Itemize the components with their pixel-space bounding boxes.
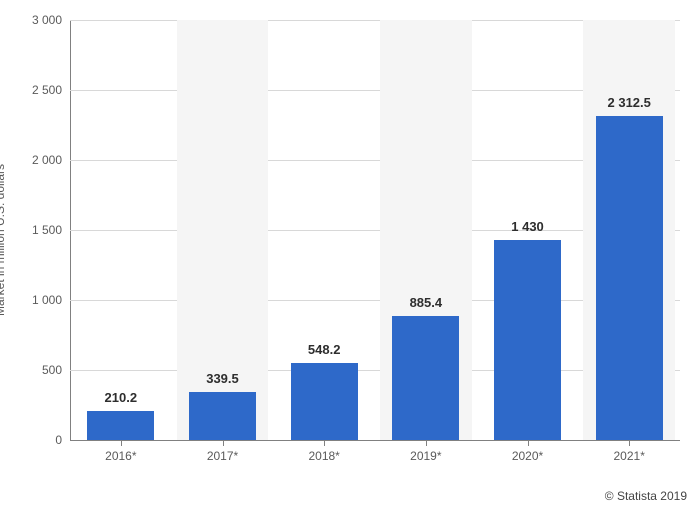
x-tick-label: 2020* xyxy=(477,441,579,470)
bar-slot: 2 312.5 xyxy=(578,20,680,440)
bar-value-label: 339.5 xyxy=(206,371,239,386)
bar-slot: 210.2 xyxy=(70,20,172,440)
x-axis: 2016*2017*2018*2019*2020*2021* xyxy=(70,440,680,470)
plot-area: 05001 0001 5002 0002 5003 000 210.2339.5… xyxy=(70,20,680,440)
y-tick-label: 500 xyxy=(42,363,62,377)
x-tick-label: 2016* xyxy=(70,441,172,470)
bar-slot: 339.5 xyxy=(172,20,274,440)
y-tick-label: 2 000 xyxy=(32,153,62,167)
y-tick-label: 2 500 xyxy=(32,83,62,97)
bar: 885.4 xyxy=(392,316,459,440)
bar: 210.2 xyxy=(87,411,154,440)
bar-slot: 885.4 xyxy=(375,20,477,440)
attribution: © Statista 2019 xyxy=(605,489,687,503)
bar-value-label: 548.2 xyxy=(308,342,341,357)
bar-slot: 1 430 xyxy=(477,20,579,440)
x-tick-label: 2019* xyxy=(375,441,477,470)
x-tick-label: 2018* xyxy=(273,441,375,470)
bars-container: 210.2 339.5 548.2 885.4 1 430 2 312.5 xyxy=(70,20,680,440)
bar-chart: Market in million U.S. dollars 05001 000… xyxy=(10,10,689,470)
y-axis-label: Market in million U.S. dollars xyxy=(0,164,7,316)
y-tick-label: 1 500 xyxy=(32,223,62,237)
y-tick-label: 1 000 xyxy=(32,293,62,307)
bar: 1 430 xyxy=(494,240,561,440)
bar: 2 312.5 xyxy=(596,116,663,440)
bar-value-label: 2 312.5 xyxy=(608,95,651,110)
y-tick-label: 0 xyxy=(55,433,62,447)
bar: 339.5 xyxy=(189,392,256,440)
bar-slot: 548.2 xyxy=(273,20,375,440)
bar-value-label: 1 430 xyxy=(511,219,544,234)
bar: 548.2 xyxy=(291,363,358,440)
x-tick-label: 2021* xyxy=(578,441,680,470)
bar-value-label: 885.4 xyxy=(410,295,443,310)
x-tick-label: 2017* xyxy=(172,441,274,470)
y-tick-label: 3 000 xyxy=(32,13,62,27)
bar-value-label: 210.2 xyxy=(105,390,138,405)
